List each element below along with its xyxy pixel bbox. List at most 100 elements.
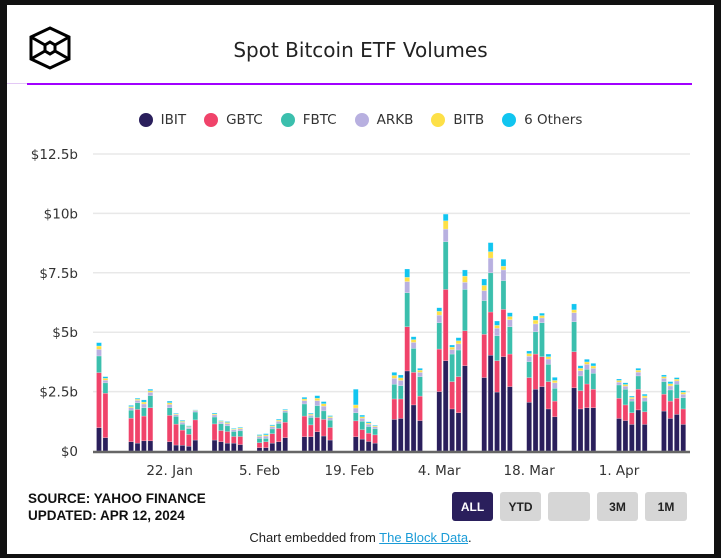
bar-segment-gbtc xyxy=(192,419,199,441)
y-tick-label: $0 xyxy=(61,444,78,460)
bar-segment-bitb xyxy=(462,275,468,283)
bar-segment-arkb xyxy=(269,426,276,430)
bar-segment-6-others xyxy=(507,312,513,317)
bar-segment-fbtc xyxy=(661,381,667,395)
bar-segment-fbtc xyxy=(622,388,629,406)
bar-segment-arkb xyxy=(134,400,141,404)
bar-segment-gbtc xyxy=(674,398,680,415)
bar-segment-fbtc xyxy=(282,412,288,423)
bar-segment-fbtc xyxy=(102,382,109,394)
bar-segment-6-others xyxy=(487,242,494,252)
bar-segment-bitb xyxy=(487,251,494,259)
bar-segment-6-others xyxy=(263,433,269,436)
bar-segment-ibit xyxy=(186,445,192,452)
bar-segment-6-others xyxy=(134,398,141,400)
bar-segment-ibit xyxy=(526,402,532,452)
legend-item[interactable]: IBIT xyxy=(138,112,186,128)
legend-item[interactable]: BITB xyxy=(431,112,484,128)
bar-segment-ibit xyxy=(629,424,635,452)
bar-segment-bitb xyxy=(410,339,417,343)
bar-segment-bitb xyxy=(102,378,109,381)
bar-segment-ibit xyxy=(134,442,141,452)
bar-segment-bitb xyxy=(314,398,321,401)
bar-segment-6-others xyxy=(269,424,276,427)
bar-segment-6-others xyxy=(552,377,558,381)
bar-segment-bitb xyxy=(397,377,404,381)
bar-segment-arkb xyxy=(436,314,443,323)
bar-segment-ibit xyxy=(192,439,199,452)
bar-segment-fbtc xyxy=(481,300,487,335)
bar-segment-bitb xyxy=(494,325,500,329)
legend-label: BITB xyxy=(453,112,485,128)
legend-label: GBTC xyxy=(226,112,263,128)
bar-segment-gbtc xyxy=(276,428,282,442)
bar-segment-6-others xyxy=(449,344,455,348)
range-ytd-button[interactable]: YTD xyxy=(500,492,541,521)
range-1m-button[interactable]: 1M xyxy=(645,492,687,521)
bar-segment-6-others xyxy=(218,420,224,422)
bar-segment-arkb xyxy=(359,417,365,422)
range-blank-button[interactable] xyxy=(548,492,590,521)
bar-segment-bitb xyxy=(391,375,398,379)
bar-segment-arkb xyxy=(410,342,417,349)
bar-segment-6-others xyxy=(500,259,507,267)
bar-segment-6-others xyxy=(276,418,282,421)
bar-segment-arkb xyxy=(308,415,314,418)
bar-segment-fbtc xyxy=(616,384,622,399)
range-3m-button[interactable]: 3M xyxy=(597,492,638,521)
bar-segment-6-others xyxy=(436,307,443,312)
bar-segment-ibit xyxy=(539,386,545,452)
bar-segment-bitb xyxy=(353,404,359,409)
bar-segment-gbtc xyxy=(231,436,237,444)
bar-segment-bitb xyxy=(449,346,455,350)
x-tick-label: 19. Feb xyxy=(325,463,375,479)
x-tick-label: 22. Jan xyxy=(146,463,193,479)
bar-segment-gbtc xyxy=(507,353,513,387)
bar-segment-fbtc xyxy=(455,349,462,377)
bar-segment-arkb xyxy=(314,400,321,406)
bar-segment-bitb xyxy=(667,383,674,387)
legend-item[interactable]: FBTC xyxy=(280,112,337,128)
bar-segment-fbtc xyxy=(327,419,333,428)
bar-segment-bitb xyxy=(590,365,597,369)
bar-segment-fbtc xyxy=(218,423,224,431)
bar-segment-ibit xyxy=(462,365,468,452)
bar-segment-fbtc xyxy=(526,361,532,378)
legend-item[interactable]: ARKB xyxy=(354,112,413,128)
bar-segment-fbtc xyxy=(674,383,680,399)
bar-segment-fbtc xyxy=(192,411,199,421)
legend-item[interactable]: 6 Others xyxy=(502,112,582,128)
the-block-data-link[interactable]: The Block Data xyxy=(379,530,469,545)
bar-segment-fbtc xyxy=(539,322,545,357)
bar-segment-6-others xyxy=(680,390,686,393)
bar-segment-arkb xyxy=(372,426,378,429)
bar-segment-bitb xyxy=(641,395,648,399)
bar-segment-6-others xyxy=(545,353,552,357)
legend-item[interactable]: GBTC xyxy=(204,112,263,128)
bar-segment-6-others xyxy=(365,421,372,424)
bar-segment-fbtc xyxy=(577,375,584,391)
bar-segment-gbtc xyxy=(462,330,468,366)
bar-segment-ibit xyxy=(532,388,539,452)
bar-segment-arkb xyxy=(147,392,154,396)
bar-segment-ibit xyxy=(577,408,584,452)
bar-segment-arkb xyxy=(276,421,282,424)
bar-segment-gbtc xyxy=(500,309,507,357)
bar-segment-fbtc xyxy=(231,431,237,437)
bar-segment-ibit xyxy=(218,441,224,452)
bar-segment-gbtc xyxy=(282,422,288,438)
bar-segment-fbtc xyxy=(500,280,507,310)
legend-dot-icon xyxy=(204,113,219,127)
y-tick-label: $7.5b xyxy=(39,266,78,282)
bar-segment-fbtc xyxy=(301,403,308,417)
bar-segment-fbtc xyxy=(641,400,648,413)
bar-segment-fbtc xyxy=(320,410,327,420)
bar-segment-ibit xyxy=(224,442,231,452)
bar-segment-arkb xyxy=(192,410,199,413)
bar-segment-6-others xyxy=(301,397,308,400)
bar-segment-6-others xyxy=(577,365,584,369)
range-all-button[interactable]: ALL xyxy=(452,492,493,521)
bar-segment-gbtc xyxy=(526,377,532,403)
bar-segment-arkb xyxy=(539,317,545,323)
bar-segment-ibit xyxy=(353,436,359,452)
